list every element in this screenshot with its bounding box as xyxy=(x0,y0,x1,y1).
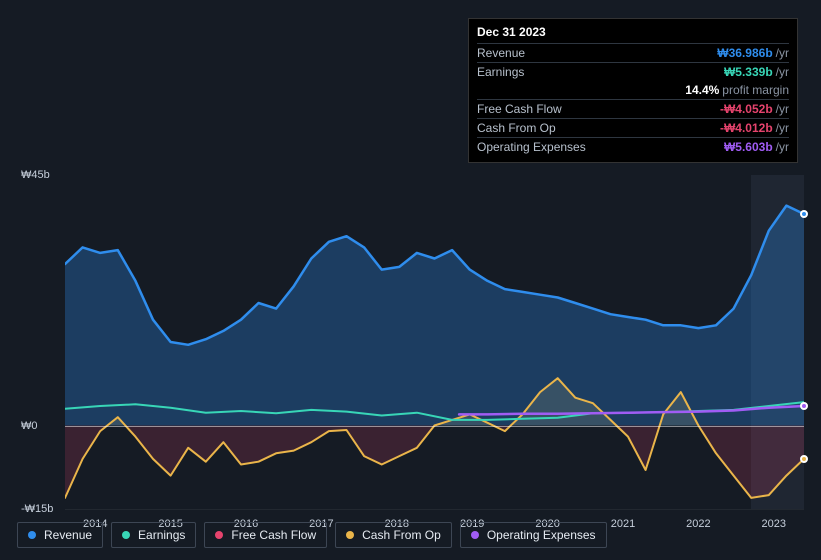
tooltip-label: Cash From Op xyxy=(477,121,587,135)
legend-item-fcf[interactable]: Free Cash Flow xyxy=(204,522,327,548)
legend-label: Earnings xyxy=(138,528,185,542)
legend-item-earnings[interactable]: Earnings xyxy=(111,522,196,548)
tooltip-panel: Dec 31 2023 Revenue ₩36.986b/yr Earnings… xyxy=(468,18,798,163)
series-svg xyxy=(65,175,804,509)
zero-line xyxy=(65,426,804,427)
tooltip-value: ₩36.986b/yr xyxy=(717,46,789,60)
tooltip-value: 14.4%profit margin xyxy=(685,83,789,97)
legend-swatch xyxy=(471,531,479,539)
tooltip-label: Earnings xyxy=(477,65,587,79)
tooltip-row: Cash From Op -₩4.012b/yr xyxy=(477,118,789,137)
x-axis-tick: 2023 xyxy=(762,518,786,530)
tooltip-row: Revenue ₩36.986b/yr xyxy=(477,43,789,62)
y-axis-tick: ₩45b xyxy=(21,169,50,181)
legend: Revenue Earnings Free Cash Flow Cash From O… xyxy=(17,522,607,548)
tooltip-value: -₩4.012b/yr xyxy=(720,121,789,135)
legend-label: Free Cash Flow xyxy=(231,528,316,542)
tooltip-label: Revenue xyxy=(477,46,587,60)
series-marker xyxy=(800,210,808,218)
tooltip-value: ₩5.339b/yr xyxy=(724,65,789,79)
legend-item-revenue[interactable]: Revenue xyxy=(17,522,103,548)
legend-label: Revenue xyxy=(44,528,92,542)
legend-label: Cash From Op xyxy=(362,528,441,542)
tooltip-row: Operating Expenses ₩5.603b/yr xyxy=(477,137,789,156)
legend-swatch xyxy=(28,531,36,539)
legend-swatch xyxy=(215,531,223,539)
tooltip-value: ₩5.603b/yr xyxy=(724,140,789,154)
x-axis-tick: 2022 xyxy=(686,518,710,530)
x-axis-tick: 2021 xyxy=(611,518,635,530)
tooltip-value: -₩4.052b/yr xyxy=(720,102,789,116)
legend-swatch xyxy=(346,531,354,539)
tooltip-row: 14.4%profit margin xyxy=(477,81,789,99)
legend-item-opex[interactable]: Operating Expenses xyxy=(460,522,607,548)
legend-label: Operating Expenses xyxy=(487,528,596,542)
plot-area xyxy=(65,175,804,510)
y-axis-tick: -₩15b xyxy=(21,503,53,515)
tooltip-date: Dec 31 2023 xyxy=(477,25,789,43)
legend-item-cfo[interactable]: Cash From Op xyxy=(335,522,452,548)
tooltip-label: Free Cash Flow xyxy=(477,102,587,116)
series-marker xyxy=(800,455,808,463)
tooltip-row: Earnings ₩5.339b/yr xyxy=(477,62,789,81)
legend-swatch xyxy=(122,531,130,539)
y-axis-tick: ₩0 xyxy=(21,420,38,432)
chart: ₩45b₩0-₩15b 2014201520162017201820192020… xyxy=(17,160,804,510)
tooltip-row: Free Cash Flow -₩4.052b/yr xyxy=(477,99,789,118)
tooltip-label: Operating Expenses xyxy=(477,140,587,154)
series-marker xyxy=(800,402,808,410)
